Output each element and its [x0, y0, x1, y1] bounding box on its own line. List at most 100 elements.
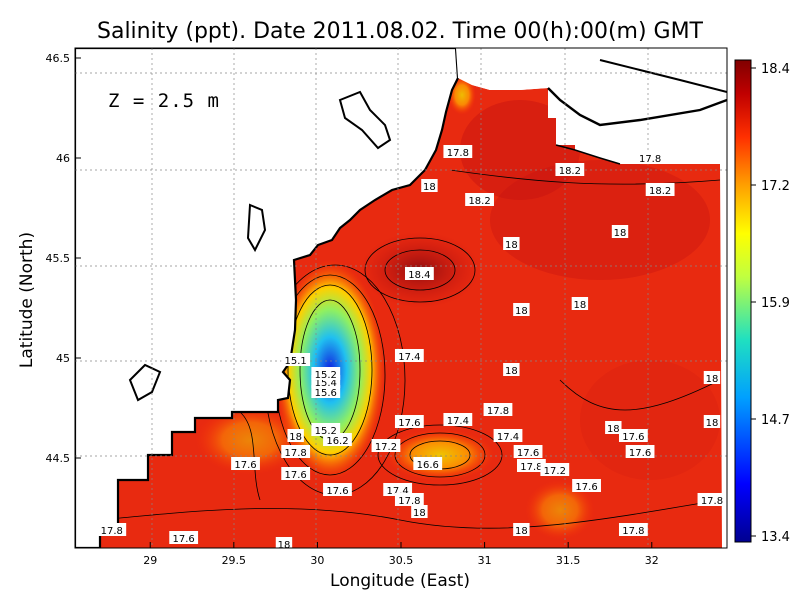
contour-label-text: 17.6: [398, 418, 420, 429]
contour-label-text: 18.4: [408, 270, 430, 281]
contour-label-box: [572, 479, 601, 492]
colorbar-tick-label: 18.4: [761, 62, 790, 77]
coastline: [75, 48, 460, 548]
contour-label-box: [323, 433, 352, 446]
contour-label-text: 17.8: [398, 496, 420, 507]
contour-label-box: [443, 145, 473, 158]
y-tick-label: 46.5: [46, 52, 71, 65]
contour-label-box: [703, 371, 721, 384]
contour-label: 17.6: [169, 531, 199, 545]
contour-label-text: 18.2: [559, 166, 581, 177]
chart-title: Salinity (ppt). Date 2011.08.02. Time 00…: [97, 19, 704, 44]
contour-label: 17.8: [697, 493, 727, 507]
contour-label-text: 18: [278, 540, 291, 551]
contour-label-box: [311, 423, 341, 436]
contour-label: 17.8: [635, 151, 665, 165]
x-tick-label: 29.5: [222, 554, 247, 567]
contour-label-text: 17.6: [575, 482, 597, 493]
contour-label-text: 15.4: [315, 378, 337, 389]
contour-label-box: [383, 483, 413, 496]
y-tick-label: 45.5: [46, 252, 71, 265]
x-tick-label: 32: [645, 554, 659, 567]
x-tick-label: 31: [478, 554, 492, 567]
colorbar-tick-label: 14.7: [761, 413, 790, 428]
contour-label: 18: [571, 297, 589, 311]
contour-label-text: 18: [607, 424, 620, 435]
x-axis: 29 29.5 30 30.5 31 31.5 32: [143, 542, 659, 567]
contour-labels: 17.8 17.8 18.2 18 18.2 18.2 18 18 18.4 18 18 17.4 18…: [97, 145, 727, 551]
colorbar-tick-label: 15.9: [761, 296, 790, 311]
contour-label: 18: [513, 303, 530, 317]
contour-label-text: 15.2: [315, 370, 337, 381]
contour-label-box: [503, 363, 520, 376]
contour-label: 18: [421, 179, 438, 193]
contour-label-box: [281, 353, 311, 366]
contour-label-text: 18: [289, 432, 302, 443]
contour-label-text: 17.6: [285, 470, 307, 481]
contour-label-box: [555, 163, 585, 176]
y-tick-label: 46: [56, 152, 70, 165]
contour-label: 17.4: [493, 429, 523, 443]
contour-label-text: 16.6: [417, 460, 439, 471]
contour-label-box: [493, 429, 523, 442]
x-tick-label: 31.5: [556, 554, 581, 567]
contour-label-text: 18: [515, 306, 528, 317]
contour-label-text: 18: [574, 300, 587, 311]
contour-label: 15.6: [311, 385, 341, 399]
contour-label: 17.8: [483, 403, 513, 417]
contour-label-box: [605, 421, 622, 434]
x-tick-label: 29: [143, 554, 157, 567]
contour-label: 18.2: [645, 183, 675, 197]
contour-label-text: 18.2: [649, 186, 671, 197]
contour-label-box: [483, 403, 513, 416]
contour-label: 17.8: [394, 493, 424, 507]
contour-label-text: 18: [614, 228, 627, 239]
contour-label-box: [513, 303, 530, 316]
contour-label-box: [97, 523, 127, 536]
contour-label-text: 17.4: [497, 432, 519, 443]
depth-label: Z = 2.5 m: [108, 90, 220, 112]
contour-label: 17.6: [625, 445, 655, 459]
contour-label-box: [443, 413, 473, 426]
contour-label-text: 17.8: [487, 406, 509, 417]
contour-label: 17.8: [97, 523, 127, 537]
contour-label: 17.6: [231, 457, 260, 471]
contour-label-text: 17.8: [285, 448, 307, 459]
contour-label-box: [281, 445, 311, 458]
colorbar: [734, 59, 752, 543]
contour-label: 17.6: [513, 445, 543, 459]
contour-label: 18.2: [555, 163, 585, 177]
contour-label-text: 17.2: [544, 466, 566, 477]
x-axis-label: Longitude (East): [330, 571, 470, 591]
contour-label: 17.8: [517, 459, 546, 473]
contour-label: 17.2: [371, 439, 401, 453]
contour-label: 17.2: [540, 463, 570, 477]
contour-label-box: [287, 429, 304, 442]
contour-label: 15.2: [311, 367, 341, 381]
y-tick-label: 44.5: [46, 452, 71, 465]
contour-label-text: 18: [413, 508, 426, 519]
contour-label: 18: [605, 421, 622, 435]
contour-label: 17.6: [323, 483, 352, 497]
contour-label-box: [413, 457, 443, 470]
contour-label-box: [371, 439, 401, 452]
contour-label-text: 15.1: [285, 356, 307, 367]
contour-label: 17.4: [383, 483, 413, 497]
contour-label: 17.6: [572, 479, 601, 493]
contour-label-box: [411, 505, 428, 518]
contour-label-text: 17.6: [517, 448, 539, 459]
contour-label-box: [169, 531, 199, 544]
contour-label: 17.4: [443, 413, 473, 427]
contour-label-box: [517, 459, 546, 472]
contour-label-text: 17.6: [629, 448, 651, 459]
contour-label-box: [618, 523, 648, 536]
contour-label-text: 17.8: [622, 526, 644, 537]
contour-label-text: 17.4: [398, 352, 420, 363]
contour-label: 18: [611, 225, 629, 239]
contour-label-box: [635, 151, 665, 164]
contour-label: 17.6: [281, 467, 311, 481]
contour-label-text: 15.6: [315, 388, 337, 399]
contour-label: 17.6: [618, 429, 648, 443]
contour-label-text: 17.8: [639, 154, 661, 165]
